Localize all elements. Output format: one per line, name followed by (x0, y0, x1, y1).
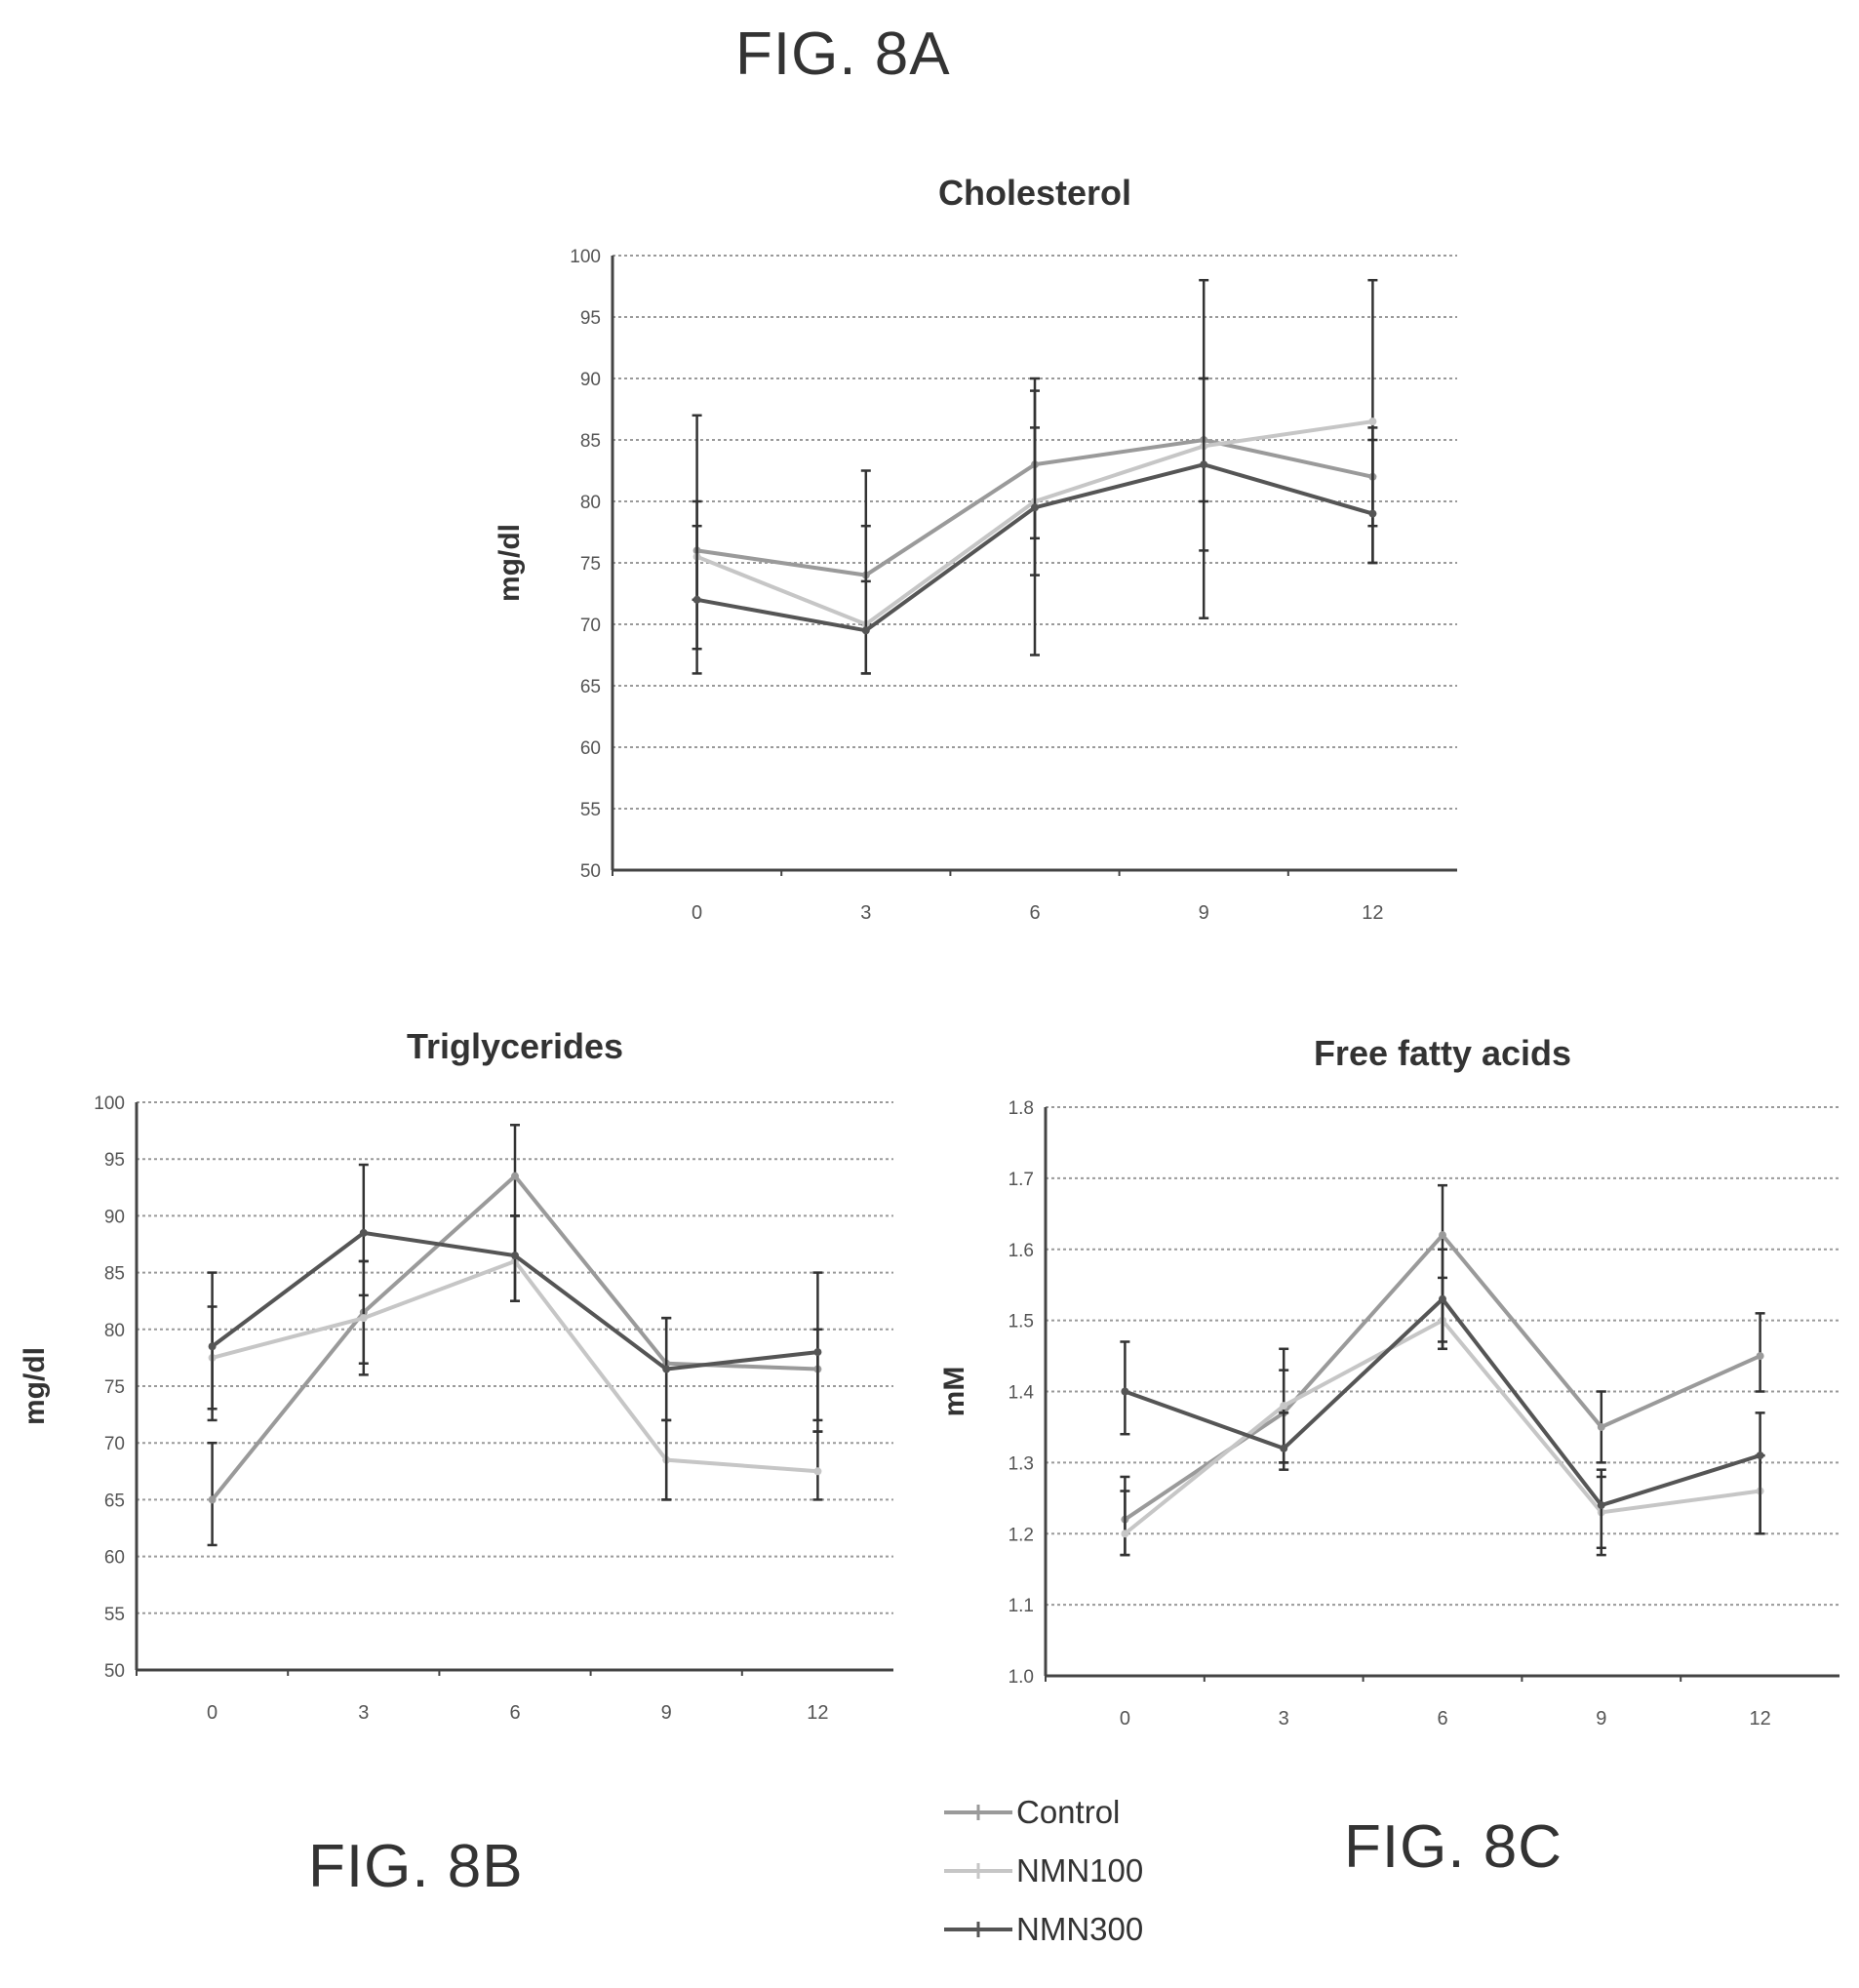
triglycerides-ytick-label: 75 (104, 1377, 125, 1398)
legend-label-nmn300: NMN300 (1016, 1911, 1144, 1947)
legend-item-control: Control (942, 1783, 1215, 1842)
cholesterol-xtick-label: 9 (1199, 902, 1209, 924)
cholesterol-ytick-label: 100 (570, 247, 601, 267)
cholesterol-xtick-label: 12 (1362, 902, 1383, 924)
cholesterol-chart-title: Cholesterol (938, 173, 1131, 213)
cholesterol-ytick-label: 85 (580, 431, 601, 452)
cholesterol-ytick-label: 60 (580, 738, 601, 759)
ffa-ytick-label: 1.5 (1009, 1312, 1034, 1332)
ffa-xtick-label: 9 (1596, 1708, 1606, 1730)
cholesterol-ytick-label: 95 (580, 308, 601, 329)
legend-label-nmn100: NMN100 (1016, 1852, 1144, 1889)
cholesterol-ytick-label: 55 (580, 800, 601, 820)
triglycerides-ytick-label: 85 (104, 1264, 125, 1285)
cholesterol-ytick-label: 70 (580, 616, 601, 636)
triglycerides-xtick-label: 12 (807, 1702, 828, 1724)
cholesterol-nmn300-point (1200, 460, 1208, 469)
cholesterol-xtick-label: 0 (692, 902, 702, 924)
ffa-nmn100-point (1280, 1402, 1288, 1411)
triglycerides-nmn300-point (511, 1252, 519, 1260)
ffa-ytick-label: 1.2 (1009, 1525, 1034, 1545)
cholesterol-nmn100-point (1368, 417, 1377, 426)
triglycerides-nmn300-point (813, 1348, 822, 1357)
legend-swatch-control (944, 1805, 1012, 1820)
ffa-ytick-label: 1.8 (1009, 1098, 1034, 1119)
ffa-ytick-label: 1.1 (1009, 1596, 1034, 1616)
ffa-chart-title: Free fatty acids (1314, 1033, 1571, 1073)
ffa-xtick-label: 3 (1279, 1708, 1289, 1730)
triglycerides-y-axis-label: mg/dl (19, 1347, 51, 1425)
cholesterol-nmn300-point (1031, 503, 1039, 512)
legend-item-nmn100: NMN100 (942, 1842, 1215, 1900)
cholesterol-xtick-label: 6 (1029, 902, 1040, 924)
ffa-xtick-label: 12 (1749, 1708, 1770, 1730)
triglycerides-nmn300-point (662, 1365, 671, 1373)
ffa-ytick-label: 1.6 (1009, 1241, 1034, 1261)
cholesterol-nmn300-point (1368, 509, 1377, 518)
ffa-ytick-label: 1.3 (1009, 1453, 1034, 1474)
ffa-xtick-label: 6 (1437, 1708, 1447, 1730)
triglycerides-ytick-label: 65 (104, 1491, 125, 1511)
figure-label-8c: FIG. 8C (1344, 1813, 1563, 1881)
triglycerides-ytick-label: 70 (104, 1434, 125, 1454)
triglycerides-ytick-label: 60 (104, 1548, 125, 1569)
triglycerides-nmn100-point (359, 1314, 368, 1323)
ffa-nmn300-point (1597, 1501, 1605, 1510)
triglycerides-ytick-label: 80 (104, 1321, 125, 1341)
figure-label-8a: FIG. 8A (735, 20, 951, 88)
triglycerides-nmn300-point (359, 1228, 368, 1237)
cholesterol-ytick-label: 65 (580, 677, 601, 697)
ffa-ytick-label: 1.0 (1009, 1667, 1034, 1688)
cholesterol-nmn300-point (861, 626, 870, 635)
triglycerides-xtick-label: 0 (207, 1702, 218, 1724)
legend-item-nmn300: NMN300 (942, 1900, 1215, 1959)
ffa-control-point (1756, 1352, 1764, 1361)
ffa-ytick-label: 1.4 (1009, 1383, 1035, 1404)
chart-legend: Control NMN100 NMN300 (942, 1783, 1215, 1959)
ffa-nmn300-point (1121, 1387, 1129, 1396)
figure-label-8b: FIG. 8B (308, 1833, 524, 1900)
triglycerides-xtick-label: 9 (661, 1702, 672, 1724)
ffa-y-axis-label: mM (938, 1367, 970, 1417)
legend-swatch-nmn300 (944, 1922, 1012, 1937)
cholesterol-ytick-label: 90 (580, 370, 601, 390)
ffa-nmn100-point (1121, 1530, 1129, 1538)
triglycerides-ytick-label: 55 (104, 1605, 125, 1625)
cholesterol-nmn300-point (692, 595, 701, 604)
triglycerides-nmn100-point (813, 1467, 822, 1476)
ffa-control-point (1597, 1422, 1605, 1431)
ffa-nmn300-point (1439, 1294, 1446, 1303)
triglycerides-control-point (511, 1172, 519, 1180)
triglycerides-chart-title: Triglycerides (407, 1026, 623, 1066)
triglycerides-xtick-label: 6 (509, 1702, 520, 1724)
cholesterol-y-axis-label: mg/dl (494, 524, 526, 602)
triglycerides-ytick-label: 90 (104, 1207, 125, 1227)
ffa-nmn300-point (1756, 1451, 1764, 1460)
triglycerides-xtick-label: 3 (358, 1702, 369, 1724)
ffa-control-point (1439, 1231, 1446, 1240)
triglycerides-ytick-label: 50 (104, 1661, 125, 1682)
cholesterol-ytick-label: 80 (580, 493, 601, 513)
cholesterol-ytick-label: 50 (580, 861, 601, 882)
ffa-xtick-label: 0 (1120, 1708, 1130, 1730)
legend-label-control: Control (1016, 1794, 1121, 1830)
cholesterol-xtick-label: 3 (860, 902, 871, 924)
triglycerides-nmn300-point (208, 1342, 217, 1351)
ffa-ytick-label: 1.7 (1009, 1170, 1034, 1190)
triglycerides-control-point (208, 1495, 217, 1504)
legend-swatch-nmn100 (944, 1863, 1012, 1879)
ffa-nmn300-point (1280, 1444, 1288, 1452)
triglycerides-ytick-label: 95 (104, 1150, 125, 1171)
cholesterol-ytick-label: 75 (580, 554, 601, 575)
triglycerides-ytick-label: 100 (94, 1093, 125, 1114)
